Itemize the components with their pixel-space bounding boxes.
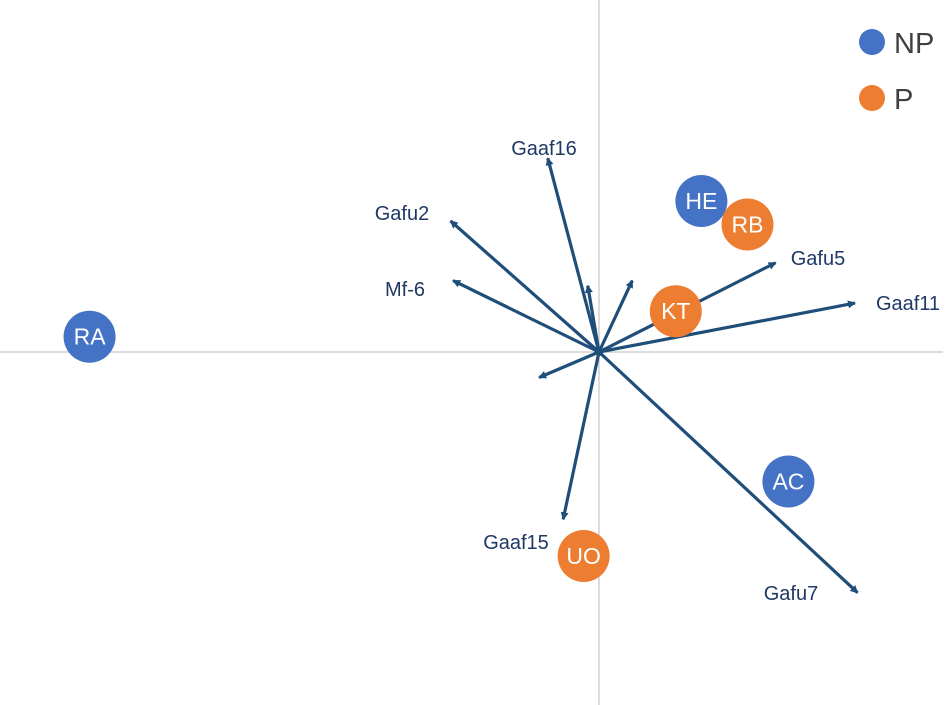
point-marker-rb <box>721 198 774 251</box>
point-label-uo: UO <box>566 543 601 569</box>
point-label-ra: RA <box>74 324 107 350</box>
legend: NP P <box>859 28 934 116</box>
point-marker-uo <box>557 530 610 582</box>
point-label-he: HE <box>685 188 717 214</box>
loading-label-gafu2: Gafu2 <box>375 203 429 225</box>
point-label-kt: KT <box>661 298 690 324</box>
loading-arrow-unlabeled-9 <box>538 350 600 379</box>
loading-arrow-gaaf15 <box>560 351 601 521</box>
loading-arrow-gafu7 <box>597 350 859 594</box>
point-marker-kt <box>649 285 702 338</box>
loading-label-gaaf11: Gaaf11 <box>876 293 940 315</box>
point-marker-ac <box>762 455 815 508</box>
loading-arrow-gafu2 <box>449 219 601 354</box>
sample-points: RA HE RB KT AC UO <box>63 175 815 582</box>
loading-arrow-gaaf16 <box>545 157 601 353</box>
point-marker-he <box>675 175 728 228</box>
legend-swatch-np <box>859 29 885 55</box>
loading-label-gafu5: Gafu5 <box>791 248 845 270</box>
loading-label-mf-6: Mf-6 <box>385 279 425 301</box>
loading-label-gafu7: Gafu7 <box>764 583 818 605</box>
legend-label-np: NP <box>894 28 934 60</box>
legend-swatch-p <box>859 85 885 111</box>
point-marker-ra <box>63 310 116 363</box>
loading-arrow-gaaf11 <box>598 300 856 354</box>
loading-vectors: Gaaf16 Gafu2 Mf-6 Gafu5 Gaaf11 Gaaf15 Gafu7 <box>375 138 940 605</box>
point-label-rb: RB <box>732 212 764 238</box>
legend-label-p: P <box>894 84 913 116</box>
point-label-ac: AC <box>772 469 804 495</box>
loading-arrow-unlabeled-7 <box>584 284 601 353</box>
loading-arrow-mf-6 <box>452 279 600 354</box>
origin-dot <box>595 348 603 356</box>
loading-arrow-unlabeled-8 <box>597 279 634 353</box>
loading-label-gaaf16: Gaaf16 <box>511 138 577 160</box>
loading-label-gaaf15: Gaaf15 <box>483 532 549 554</box>
